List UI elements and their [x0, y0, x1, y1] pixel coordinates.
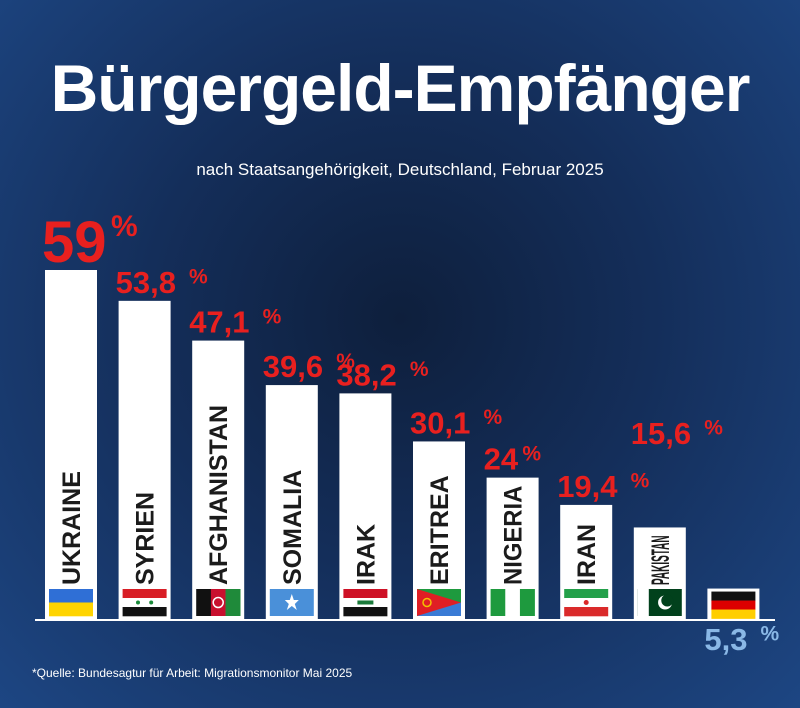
source-note: *Quelle: Bundesagtur für Arbeit: Migrati… [32, 666, 353, 680]
bar-category-label: PAKISTAN [647, 535, 675, 585]
somalia-flag-icon [269, 589, 314, 616]
syria-flag-icon [122, 589, 167, 617]
bar-unit-label: % [189, 266, 208, 289]
nigeria-flag-icon [490, 589, 535, 616]
bar-value-label: 15,6 [631, 416, 691, 451]
chart-subtitle: nach Staatsangehörigkeit, Deutschland, F… [196, 160, 604, 179]
bar-group: UKRAINE 59% [42, 210, 138, 620]
bar-unit-label: % [336, 350, 355, 373]
bar-category-label: IRAK [352, 524, 380, 585]
bar-category-label: UKRAINE [58, 471, 86, 585]
pakistan-flag-icon [637, 589, 682, 616]
bar-unit-label: % [410, 358, 429, 381]
bar-value-label: 59 [42, 210, 107, 275]
bar-group: ERITREA 30,1% [410, 405, 502, 620]
bar-category-label: NIGERIA [500, 486, 528, 585]
bar-unit-label: % [111, 210, 138, 243]
afghanistan-flag-icon [196, 589, 241, 616]
bar-value-label: 30,1 [410, 405, 470, 440]
bar-group: IRAN 19,4% [557, 469, 650, 620]
bar-group: IRAK 38,2% [336, 357, 429, 620]
bar-category-label: ERITREA [426, 475, 454, 585]
bar-value-label: 19,4 [557, 469, 618, 504]
iran-flag-icon [564, 589, 609, 617]
bar-unit-label: % [483, 406, 502, 429]
iraq-flag-icon [343, 589, 388, 617]
bar-value-label: 24 [484, 442, 519, 477]
bar-unit-label: % [704, 417, 723, 440]
bar-group: PAKISTAN 15,6% [631, 416, 723, 620]
bar-category-label: IRAN [573, 524, 601, 585]
bar-unit-label: % [522, 442, 541, 465]
bar-value-label: 53,8 [116, 265, 176, 300]
bar-value-label: 47,1 [189, 305, 249, 340]
bar-category-label: AFGHANISTAN [205, 405, 233, 585]
bar-category-label: SYRIEN [132, 492, 160, 585]
bar-value-label: 39,6 [263, 349, 323, 384]
chart-title: Bürgergeld-Empfänger [50, 51, 751, 125]
bar-group: SOMALIA 39,6% [263, 349, 355, 620]
germany-flag-icon [711, 591, 756, 619]
bar-group: AFGHANISTAN 47,1% [189, 305, 282, 620]
bar-unit-label: % [631, 470, 650, 493]
bar-group: NIGERIA 24% [484, 442, 541, 620]
eritrea-flag-icon [417, 589, 461, 616]
bar-unit-label: % [263, 305, 282, 328]
bar [118, 300, 171, 620]
bar [192, 340, 245, 620]
bar-unit-label: % [760, 623, 779, 646]
bar-value-label: 38,2 [336, 357, 396, 392]
bar [265, 385, 318, 620]
bar [45, 270, 97, 620]
bar-value-label: 5,3 [704, 622, 747, 657]
bar-category-label: SOMALIA [279, 470, 307, 585]
bar [339, 393, 392, 620]
bar-group: 5,3% [704, 588, 779, 657]
ukraine-flag-icon [49, 589, 93, 617]
bar-group: SYRIEN 53,8% [116, 265, 208, 620]
